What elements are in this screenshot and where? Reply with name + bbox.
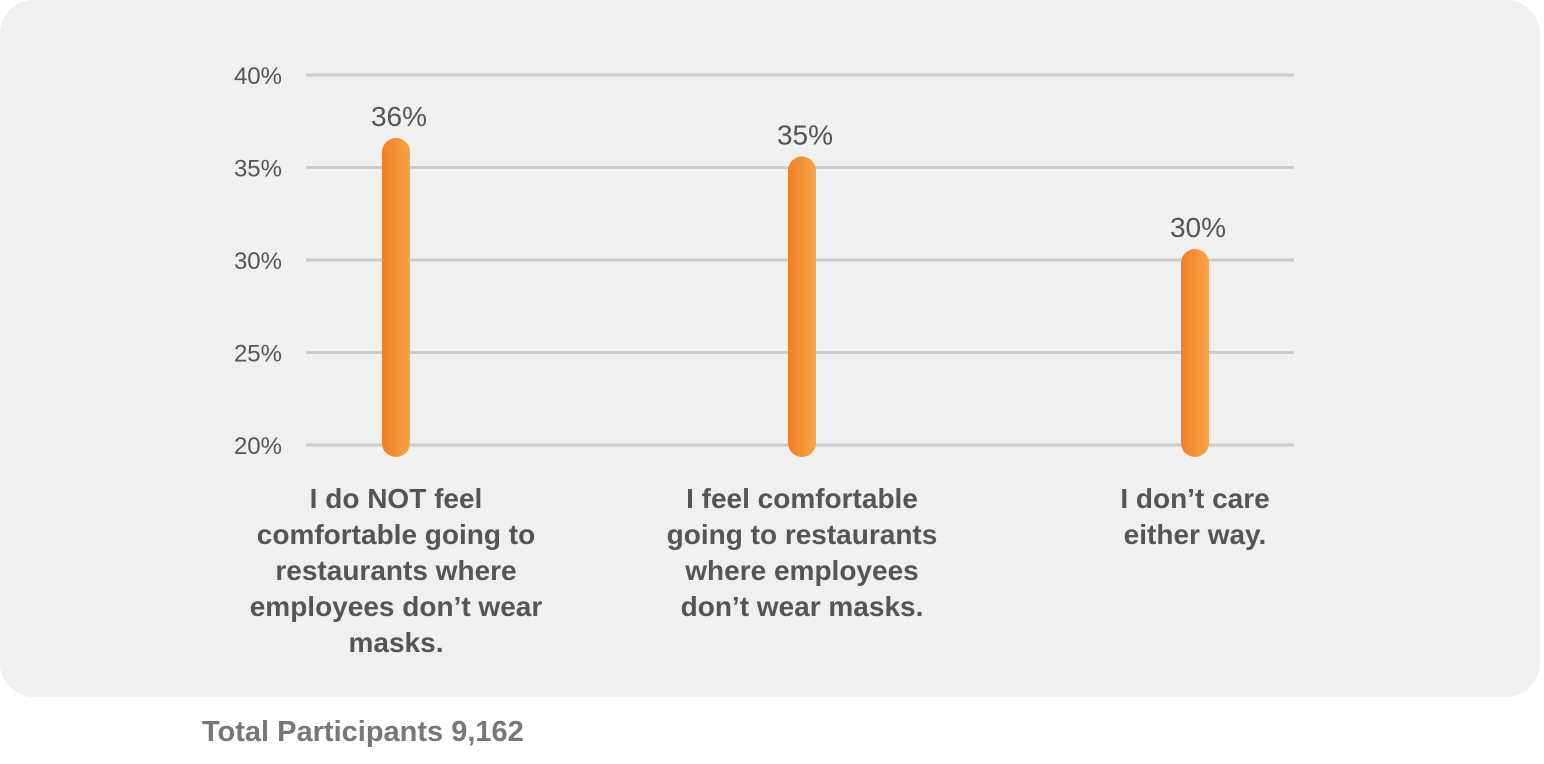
category-label: I feel comfortable going to restaurants …: [666, 483, 938, 622]
bar: [788, 156, 816, 457]
data-label: 36%: [371, 101, 427, 132]
bar: [382, 138, 410, 457]
chart-panel: [0, 0, 1540, 697]
y-tick-label: 40%: [234, 63, 282, 90]
bar-chart: 20% 25% 30% 35% 40% 36% 35% 30%: [234, 63, 1294, 460]
category-label: I do NOT feel comfortable going to resta…: [249, 483, 543, 658]
category-label: I don’t care either way.: [1120, 483, 1270, 550]
bar: [1181, 249, 1209, 457]
y-axis: 20% 25% 30% 35% 40%: [234, 63, 282, 460]
bars: [382, 138, 1209, 457]
data-label: 35%: [777, 120, 833, 151]
y-tick-label: 35%: [234, 156, 282, 183]
data-labels: 36% 35% 30%: [371, 101, 1226, 243]
data-label: 30%: [1170, 212, 1226, 243]
y-tick-label: 30%: [234, 248, 282, 275]
y-tick-label: 20%: [234, 433, 282, 460]
total-participants: Total Participants 9,162: [202, 716, 524, 748]
y-tick-label: 25%: [234, 341, 282, 368]
